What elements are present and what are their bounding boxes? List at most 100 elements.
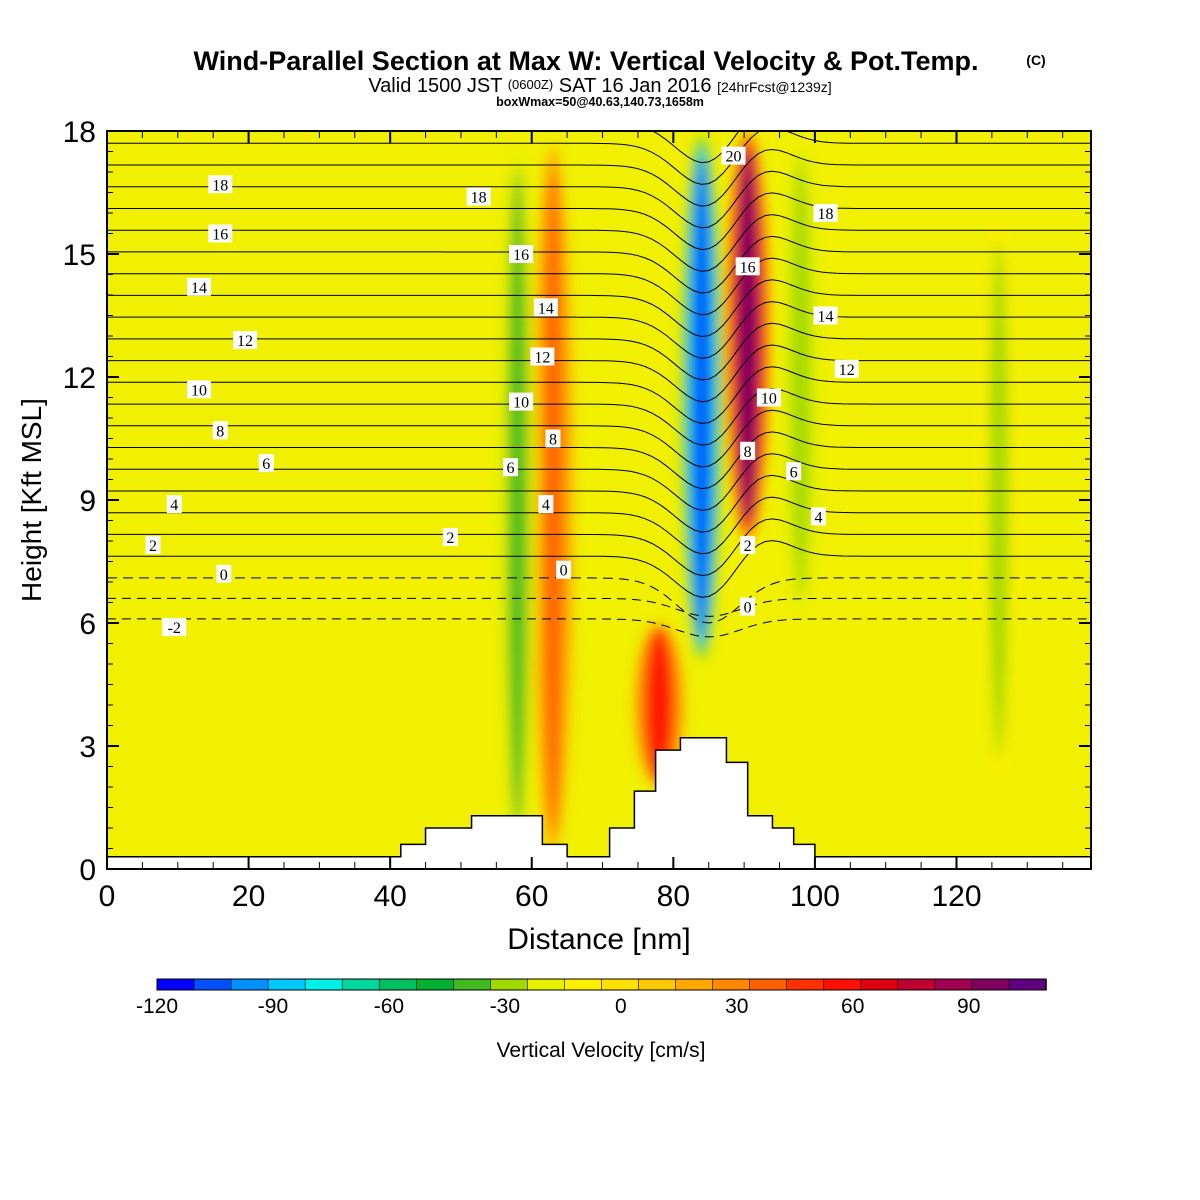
contour-label-bg — [786, 462, 802, 481]
contour-label-bg — [834, 359, 859, 378]
contour-label: 2 — [744, 538, 752, 555]
contour-label: 6 — [262, 456, 270, 473]
contour-label: 20 — [726, 149, 742, 166]
theta-contour-20 — [107, 131, 1091, 185]
colorbar-swatch — [971, 978, 1010, 991]
colorbar-swatch — [675, 978, 714, 991]
contour-label-bg — [756, 388, 781, 407]
w-band-5-7 — [738, 151, 757, 521]
w-band-6-7 — [692, 157, 711, 638]
colorbar-tick-label: -90 — [258, 995, 288, 1018]
y-tick-label: 9 — [79, 485, 96, 518]
theta-contour-12 — [107, 301, 1091, 359]
contour-label: 12 — [237, 333, 253, 350]
theta-contour-16 — [107, 214, 1091, 272]
theta-contour-6 — [107, 431, 1091, 490]
contour-label: 2 — [149, 538, 157, 555]
colorbar-swatch — [1008, 978, 1047, 991]
contour-label: 18 — [212, 177, 228, 194]
contour-label-bg — [740, 597, 756, 616]
colorbar-swatch — [230, 978, 269, 991]
colorbar-swatch — [934, 978, 973, 991]
colorbar-label: Vertical Velocity [cm/s] — [497, 1039, 706, 1062]
contour-label-bg — [533, 298, 558, 317]
contour-label-bg — [187, 277, 212, 296]
x-tick-label: 0 — [99, 880, 116, 913]
contour-label-bg — [208, 175, 233, 194]
x-tick-label: 60 — [515, 880, 548, 913]
y-tick-label: 12 — [63, 362, 96, 395]
chart-title-text: Wind-Parallel Section at Max W: Vertical… — [194, 46, 979, 76]
contour-label-bg — [721, 146, 746, 165]
contour-label-bg — [813, 306, 838, 325]
colorbar-swatch — [601, 978, 640, 991]
contour-label: 0 — [220, 567, 228, 584]
colorbar: -120 -90 -60 -30 0 30 60 90 — [136, 978, 1047, 1018]
contour-label-bg — [556, 560, 572, 579]
colorbar-swatch — [378, 978, 418, 991]
theta-contour-0 — [107, 577, 1091, 624]
colorbar-tick-label: -30 — [490, 995, 520, 1018]
y-axis-label: Height [Kft MSL] — [16, 398, 47, 602]
chart-subsubtitle: boxWmax=50@40.63,140.73,1658m — [496, 95, 704, 109]
colorbar-tick-label: -60 — [374, 995, 404, 1018]
theta-contour-10 — [107, 344, 1091, 403]
contour-label-bg — [538, 495, 554, 514]
contour-label-bg — [162, 618, 187, 637]
contour-label: 8 — [744, 444, 752, 461]
theta-contour-11 — [107, 322, 1091, 381]
theta-contour-17 — [107, 192, 1091, 251]
colorbar-swatch — [415, 978, 455, 991]
colorbar-swatch — [267, 978, 306, 991]
plot-area: 181614121086420-218161412108642020181614… — [63, 116, 1092, 913]
colorbar-swatch — [304, 978, 344, 991]
theta-contour-4 — [107, 474, 1091, 533]
colorbar-swatch — [786, 978, 825, 991]
x-tick-label: 80 — [657, 880, 690, 913]
colorbar-swatch — [490, 978, 529, 991]
terrain — [107, 737, 1091, 869]
potential-temperature-contours — [107, 131, 1091, 638]
theta-contour-13 — [107, 279, 1091, 338]
colorbar-tick-label: -120 — [136, 995, 178, 1018]
w-band-0-2 — [988, 241, 1010, 759]
contour-label: 0 — [744, 600, 752, 617]
contour-label: 14 — [818, 309, 834, 326]
chart-title: Wind-Parallel Section at Max W: Vertical… — [194, 46, 979, 76]
colorbar-tick-label: 30 — [725, 995, 748, 1018]
chart-subtitle: Valid 1500 JST (0600Z) SAT 16 Jan 2016 [… — [368, 72, 831, 97]
y-tick-label: 15 — [63, 239, 96, 272]
y-tick-label: 18 — [63, 116, 96, 149]
theta-contour-15 — [107, 235, 1091, 294]
contour-label: 0 — [560, 563, 568, 580]
contour-label-bg — [545, 429, 561, 448]
contour-label: 4 — [814, 509, 822, 526]
subtitle-date: SAT 16 Jan 2016 — [559, 75, 712, 97]
contour-label: 2 — [446, 530, 454, 547]
colorbar-swatch — [564, 978, 603, 991]
colorbar-swatch — [156, 978, 195, 991]
colorbar-tick-label: 0 — [615, 995, 627, 1018]
subtitle-forecast: [24hrFcst@1239z] — [717, 79, 832, 95]
contour-label: 10 — [191, 382, 207, 399]
x-tick-label: 120 — [931, 880, 981, 913]
contour-label: 12 — [839, 362, 855, 379]
colorbar-frame — [156, 978, 1047, 991]
contour-label-bg — [212, 421, 228, 440]
contour-label-bg — [466, 187, 491, 206]
contour-label: 8 — [216, 423, 224, 440]
contour-label: 12 — [534, 350, 550, 367]
contour-label-bg — [145, 536, 161, 555]
contour-label-bg — [258, 454, 274, 473]
contour-label-bg — [216, 564, 232, 583]
contour-label-bg — [208, 224, 233, 243]
contour-label-bg — [509, 392, 534, 411]
contour-labels: 181614121086420-218161412108642020181614… — [145, 146, 859, 637]
contour-label-bg — [813, 204, 838, 222]
colorbar-swatch — [341, 978, 381, 991]
w-band-4-4 — [648, 631, 670, 779]
colorbar-swatch — [712, 978, 751, 991]
colorbar-swatch — [823, 978, 862, 991]
contour-label: 16 — [212, 227, 228, 244]
